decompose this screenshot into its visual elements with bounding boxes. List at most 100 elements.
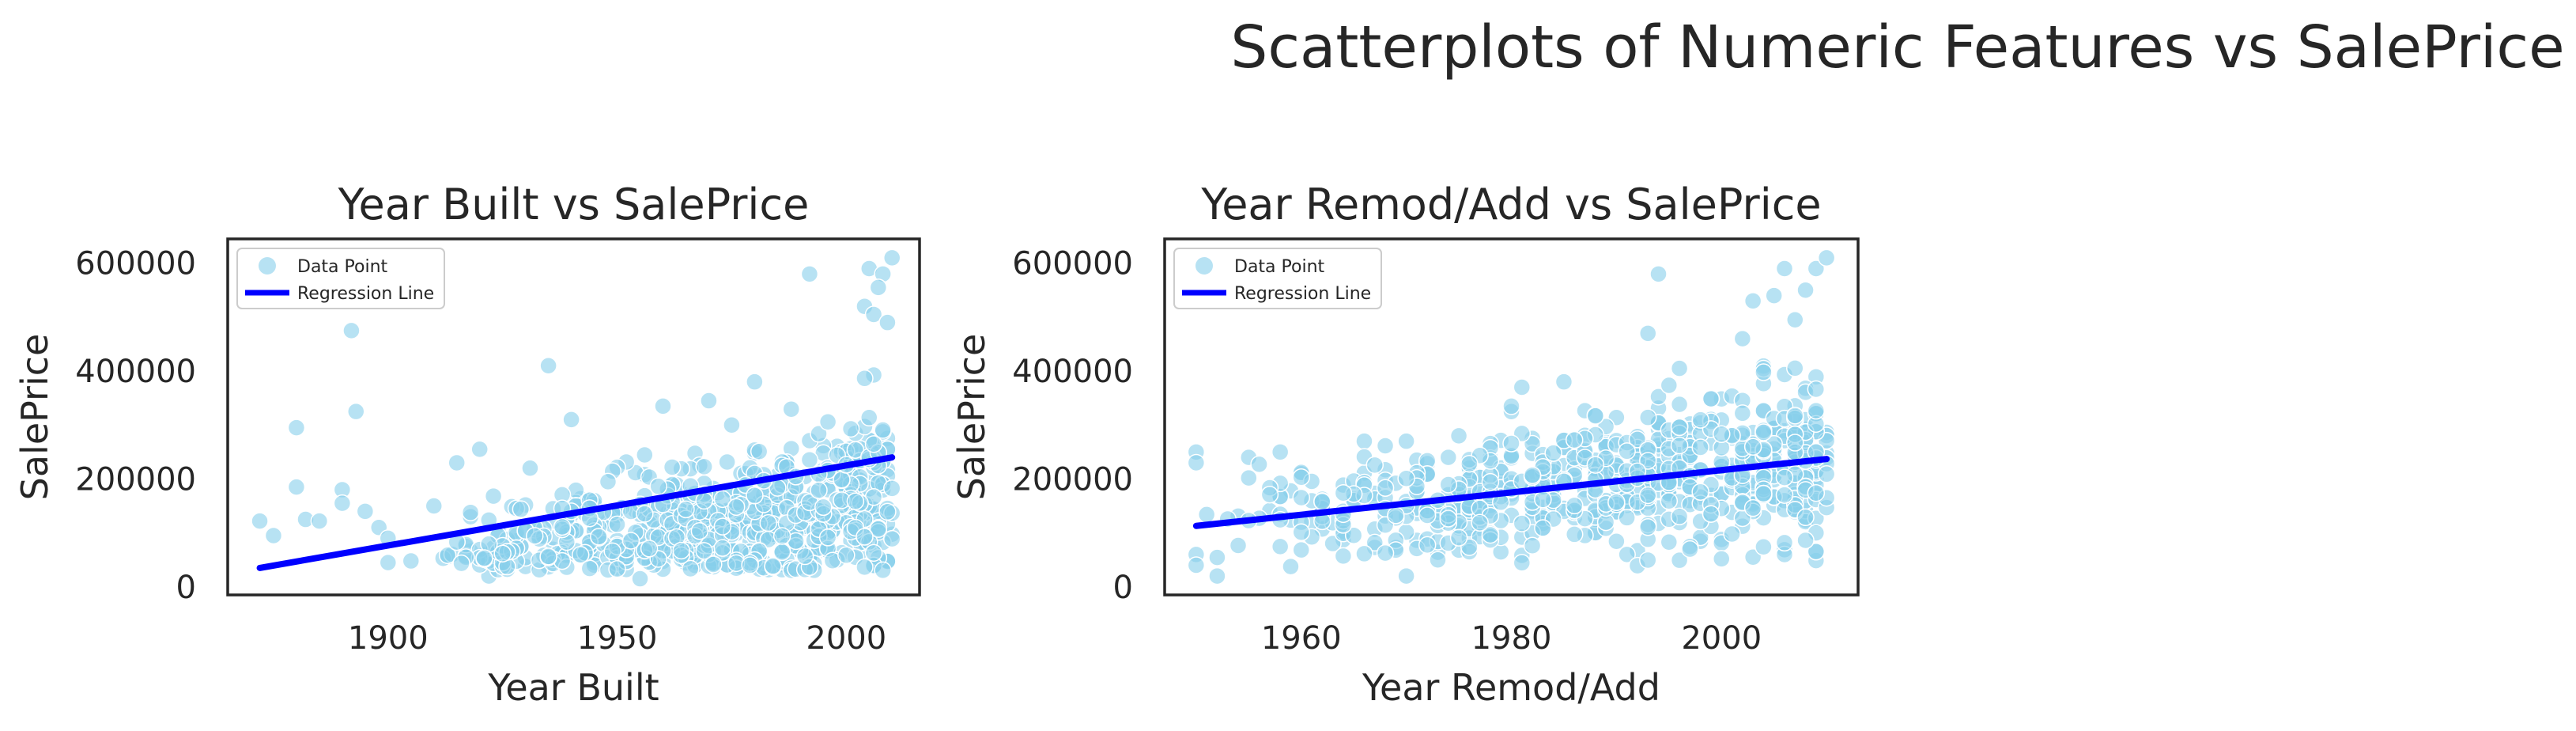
data-point: [1807, 543, 1826, 561]
data-point: [1660, 376, 1679, 395]
data-point: [438, 546, 457, 564]
data-point: [1250, 455, 1268, 474]
y-axis-label: SalePrice: [950, 334, 993, 501]
data-point: [1628, 430, 1647, 449]
data-point: [764, 557, 782, 575]
data-point: [608, 560, 626, 578]
data-point: [571, 546, 590, 564]
data-point: [1702, 505, 1720, 523]
data-point: [1387, 506, 1405, 525]
data-point: [1513, 514, 1532, 532]
axes-frame: [1163, 237, 1860, 597]
data-point: [525, 527, 544, 545]
data-point: [1618, 442, 1636, 460]
data-point: [1397, 566, 1415, 585]
data-point: [869, 520, 888, 538]
data-point: [1565, 525, 1584, 544]
data-point: [1565, 430, 1584, 449]
data-point: [461, 503, 480, 521]
data-point: [539, 547, 557, 566]
data-point: [874, 561, 892, 580]
data-point: [1754, 538, 1773, 556]
data-point: [1733, 329, 1752, 348]
data-point: [1807, 401, 1826, 420]
data-point: [356, 502, 375, 521]
data-point: [1691, 411, 1709, 429]
regression-line: [1192, 456, 1830, 529]
data-point: [1817, 248, 1836, 267]
data-point: [1775, 468, 1794, 487]
data-point: [1586, 407, 1605, 425]
legend-label-data-point: Data Point: [1234, 257, 1325, 277]
data-point: [1502, 397, 1520, 415]
subplot-1: 1900 1950 2000 0 200000 400000 600000 Year Buil…: [13, 180, 921, 709]
data-point: [1544, 444, 1562, 462]
data-point: [677, 500, 695, 519]
data-point: [1786, 311, 1804, 329]
data-point: [846, 492, 865, 510]
data-point: [1775, 486, 1794, 504]
data-point: [1702, 389, 1720, 408]
data-point: [1397, 432, 1415, 450]
data-point: [1713, 425, 1731, 443]
data-point: [1481, 472, 1500, 491]
data-point: [379, 553, 398, 572]
data-point: [512, 500, 531, 518]
data-point: [1796, 531, 1815, 550]
legend: Data Point Regression Line: [1173, 248, 1382, 309]
plot-area: [1187, 248, 1836, 585]
data-point: [1523, 434, 1542, 453]
data-point: [1554, 373, 1573, 391]
data-point: [590, 528, 608, 546]
data-point: [1229, 536, 1248, 555]
data-point: [727, 498, 746, 517]
data-point: [1670, 395, 1689, 414]
data-point: [1208, 566, 1226, 585]
data-point: [1713, 550, 1731, 568]
data-point: [1607, 532, 1626, 551]
data-point: [1807, 483, 1826, 502]
data-point: [1638, 408, 1657, 426]
data-point: [837, 546, 856, 565]
data-point: [470, 440, 489, 459]
data-point: [1723, 525, 1741, 544]
data-point: [553, 517, 572, 536]
y-tick-label: 600000: [1012, 246, 1133, 282]
data-point: [539, 356, 557, 375]
axes-frame: [226, 237, 921, 597]
data-point: [649, 477, 667, 496]
data-point: [1292, 540, 1310, 559]
data-point: [1208, 548, 1226, 566]
data-point: [1334, 483, 1353, 502]
data-point: [1513, 554, 1532, 572]
data-point: [663, 458, 682, 476]
data-point: [1365, 533, 1384, 552]
legend-label-regression: Regression Line: [297, 284, 434, 304]
data-point: [1344, 526, 1363, 544]
data-point: [1670, 418, 1689, 437]
data-point: [1743, 498, 1762, 517]
data-point: [856, 369, 874, 388]
data-point: [1313, 492, 1331, 511]
data-point: [713, 490, 732, 509]
data-point: [1807, 380, 1826, 399]
data-point: [1240, 468, 1258, 487]
y-tick-label: 600000: [75, 246, 196, 282]
data-point: [882, 479, 901, 498]
data-point: [1355, 432, 1373, 450]
data-point: [1638, 517, 1657, 536]
data-point: [1292, 488, 1310, 507]
data-point: [1691, 438, 1709, 456]
data-point: [878, 313, 897, 331]
data-point: [1638, 452, 1657, 470]
data-point: [772, 527, 791, 545]
data-point: [310, 512, 329, 530]
data-point: [818, 528, 837, 547]
data-point: [782, 400, 800, 419]
data-point: [1586, 456, 1605, 474]
x-tick-label: 1900: [348, 620, 429, 657]
x-tick-label: 1950: [577, 620, 658, 657]
data-point: [251, 512, 269, 530]
data-point: [1197, 506, 1216, 524]
x-axis-label: Year Built: [487, 666, 659, 709]
